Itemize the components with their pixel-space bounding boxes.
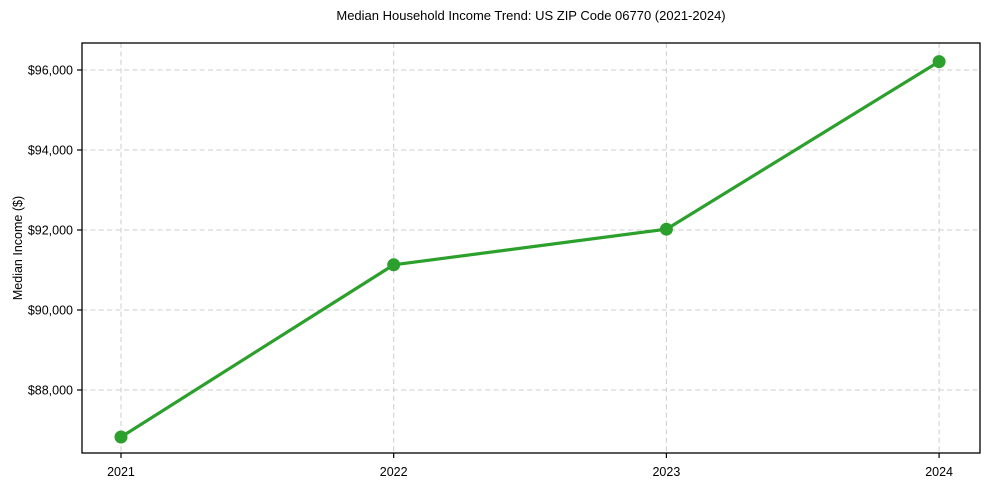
y-tick-label: $94,000: [28, 144, 73, 158]
x-tick-label: 2023: [652, 465, 680, 479]
y-tick-label: $88,000: [28, 384, 73, 398]
y-tick-label: $92,000: [28, 224, 73, 238]
data-point-2024: [932, 55, 946, 69]
data-point-2023: [659, 222, 673, 236]
y-tick-label: $90,000: [28, 304, 73, 318]
data-point-2022: [387, 258, 401, 272]
data-point-2021: [114, 430, 128, 444]
x-tick-label: 2022: [380, 465, 408, 479]
y-tick-label: $96,000: [28, 64, 73, 78]
x-tick-label: 2024: [925, 465, 953, 479]
x-tick-label: 2021: [107, 465, 135, 479]
plot-border: [81, 42, 981, 454]
chart-title: Median Household Income Trend: US ZIP Co…: [336, 8, 726, 23]
trend-line: [119, 59, 941, 439]
